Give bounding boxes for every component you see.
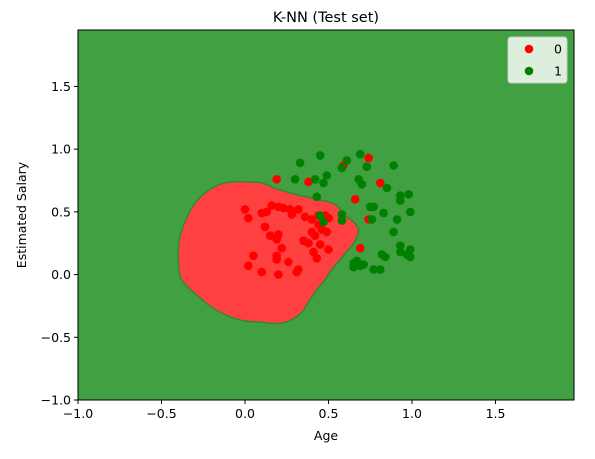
point-class-1-20 [389, 227, 398, 237]
y-tick-label: 1.0 [51, 142, 71, 157]
point-class-1-32 [379, 208, 388, 218]
point-class-1-24 [406, 245, 415, 254]
plot-frame [77, 29, 575, 401]
point-class-0-47 [312, 253, 322, 263]
point-class-0-38 [244, 261, 253, 271]
point-class-1-27 [381, 252, 390, 262]
point-class-1-36 [315, 211, 325, 220]
point-class-0-26 [272, 235, 282, 244]
point-class-0-35 [324, 245, 333, 254]
point-class-1-7 [337, 163, 347, 173]
point-class-1-25 [406, 252, 415, 262]
point-class-1-22 [396, 247, 405, 257]
point-class-0-36 [315, 240, 325, 249]
point-class-1-35 [337, 216, 347, 225]
point-class-0-46 [294, 265, 303, 274]
legend-marker-1 [524, 66, 534, 76]
point-class-1-14 [389, 161, 398, 170]
legend-label-1: 1 [554, 64, 562, 79]
chart-title: K-NN (Test set) [273, 10, 379, 26]
point-class-1-37 [319, 217, 328, 227]
point-class-0-0 [272, 175, 282, 184]
point-class-1-21 [396, 241, 405, 250]
point-class-1-13 [382, 183, 392, 193]
point-class-1-34 [337, 210, 347, 219]
point-class-1-29 [369, 265, 378, 274]
point-class-0-24 [265, 231, 275, 240]
point-class-0-34 [322, 227, 332, 237]
point-class-0-5 [350, 195, 360, 204]
point-class-0-1 [304, 177, 313, 187]
point-class-0-12 [267, 201, 277, 210]
point-class-0-27 [277, 243, 287, 253]
point-class-1-18 [406, 207, 415, 217]
scatter-points [240, 149, 415, 279]
point-class-0-23 [260, 222, 270, 232]
point-class-0-4 [376, 178, 385, 188]
x-tick-label: 1.0 [402, 406, 422, 421]
legend: 01 [507, 36, 568, 84]
point-class-1-1 [315, 151, 325, 160]
y-axis: −1.0 −0.5 0.0 0.5 1.0 1.5 [41, 79, 78, 408]
y-tick-label: 0.0 [51, 267, 71, 282]
x-axis-label: Age [314, 428, 338, 443]
point-class-0-18 [300, 212, 310, 222]
legend-label-0: 0 [554, 42, 562, 57]
point-class-0-17 [294, 205, 303, 214]
plot-area [77, 29, 575, 401]
point-class-1-4 [322, 171, 332, 180]
point-class-1-19 [392, 215, 402, 224]
point-class-1-28 [376, 265, 385, 274]
x-tick-label: −0.5 [146, 406, 176, 421]
point-class-1-3 [319, 178, 328, 188]
point-class-1-2 [310, 175, 320, 184]
point-class-1-42 [359, 260, 368, 269]
point-class-0-8 [240, 205, 250, 214]
point-class-1-0 [295, 158, 305, 168]
y-tick-label: −1.0 [41, 393, 71, 408]
point-class-0-43 [274, 270, 283, 279]
point-class-1-33 [367, 215, 377, 224]
point-class-1-8 [342, 156, 352, 165]
x-tick-label: −1.0 [63, 406, 93, 421]
legend-marker-0 [524, 44, 534, 54]
y-axis-label: Estimated Salary [14, 161, 29, 268]
point-class-0-2 [364, 153, 373, 163]
point-class-0-14 [279, 203, 288, 213]
point-class-1-9 [355, 149, 365, 159]
point-class-1-6 [312, 192, 322, 202]
point-class-0-7 [355, 243, 365, 253]
point-class-0-42 [272, 255, 282, 264]
point-class-0-29 [304, 238, 313, 248]
point-class-0-39 [249, 251, 258, 261]
point-class-0-37 [309, 247, 318, 257]
legend-box [507, 36, 568, 84]
point-class-1-10 [362, 162, 372, 171]
y-tick-label: 0.5 [51, 204, 71, 219]
point-class-0-9 [244, 213, 253, 223]
x-tick-label: 0.0 [235, 406, 255, 421]
point-class-0-31 [310, 231, 320, 240]
x-tick-label: 1.5 [486, 406, 506, 421]
point-class-1-31 [369, 202, 378, 212]
point-class-1-16 [396, 196, 405, 205]
point-class-0-19 [307, 215, 317, 224]
point-class-0-44 [284, 257, 293, 267]
point-class-1-12 [357, 180, 367, 189]
x-tick-label: 0.5 [319, 406, 339, 421]
y-tick-label: 1.5 [51, 79, 71, 94]
y-tick-label: −0.5 [41, 330, 71, 345]
point-class-0-16 [287, 210, 297, 219]
point-class-0-11 [262, 207, 272, 217]
point-class-1-5 [290, 175, 300, 184]
point-class-1-17 [404, 190, 414, 199]
point-class-0-40 [257, 267, 267, 277]
x-axis: −1.0 −0.5 0.0 0.5 1.0 1.5 [63, 400, 506, 421]
